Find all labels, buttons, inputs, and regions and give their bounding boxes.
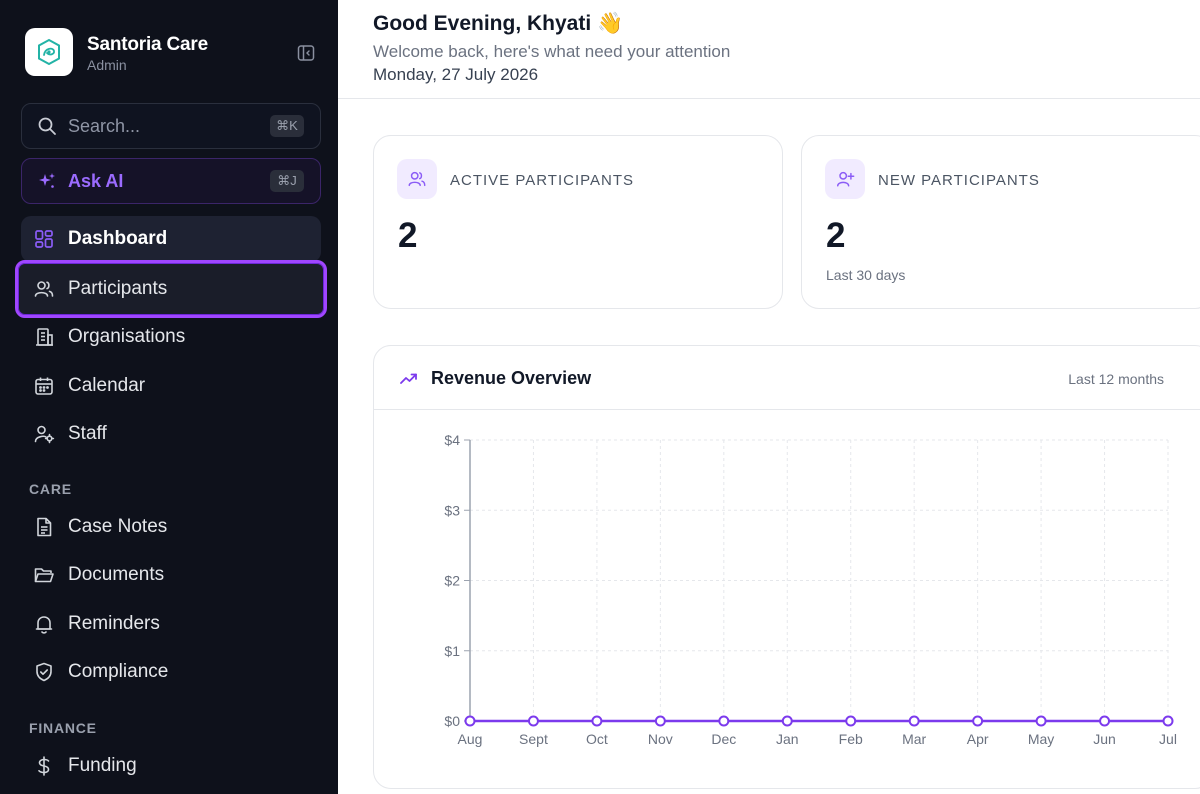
new-participants-card: NEW PARTICIPANTS 2 Last 30 days — [801, 135, 1200, 309]
search-placeholder: Search... — [68, 115, 141, 136]
section-label-care: CARE — [29, 481, 72, 497]
sidebar-item-documents[interactable]: Documents — [21, 552, 321, 598]
ask-ai-label: Ask AI — [68, 170, 124, 191]
sidebar-item-staff[interactable]: Staff — [21, 411, 321, 457]
y-tick-label: $4 — [444, 432, 460, 448]
sidebar-item-participants[interactable]: Participants — [15, 260, 327, 318]
x-tick-label: Sept — [519, 731, 548, 747]
x-tick-label: Jun — [1093, 731, 1116, 747]
y-tick-label: $2 — [444, 573, 460, 589]
data-point — [781, 715, 793, 727]
search-icon — [36, 115, 58, 137]
page-header: Good Evening, Khyati 👋 Welcome back, her… — [338, 0, 1200, 99]
search-shortcut: ⌘K — [270, 115, 304, 137]
ask-ai-button[interactable]: Ask AI ⌘J — [21, 158, 321, 204]
x-tick-label: Mar — [902, 731, 926, 747]
sidebar-item-calendar[interactable]: Calendar — [21, 363, 321, 409]
section-label-finance: FINANCE — [29, 720, 97, 736]
stat-value: 2 — [398, 216, 418, 255]
stat-title: ACTIVE PARTICIPANTS — [450, 172, 635, 189]
page-subtitle: Welcome back, here's what need your atte… — [373, 42, 731, 61]
brand-role: Admin — [87, 57, 127, 73]
sidebar-item-label: Organisations — [68, 326, 186, 347]
sidebar-item-reminders[interactable]: Reminders — [21, 601, 321, 647]
brand-name: Santoria Care — [87, 34, 208, 55]
stat-subtitle: Last 30 days — [826, 267, 906, 283]
data-point — [591, 715, 603, 727]
search-input[interactable]: Search... ⌘K — [21, 103, 321, 149]
sidebar-item-case-notes[interactable]: Case Notes — [21, 504, 321, 550]
chart-title: Revenue Overview — [431, 368, 592, 388]
dashboard-icon — [33, 228, 55, 250]
sidebar-item-label: Staff — [68, 423, 107, 444]
building-icon — [33, 326, 55, 348]
x-tick-label: Jul — [1159, 731, 1177, 747]
data-point — [527, 715, 539, 727]
y-tick-label: $1 — [444, 643, 460, 659]
sidebar-item-label: Documents — [68, 564, 165, 585]
greeting-text: Good Evening, Khyati — [373, 12, 592, 35]
trending-up-icon — [398, 368, 420, 390]
sidebar-item-compliance[interactable]: Compliance — [21, 649, 321, 695]
folder-icon — [33, 564, 55, 586]
greeting: Good Evening, Khyati 👋 — [373, 12, 623, 36]
data-point — [845, 715, 857, 727]
x-tick-label: Oct — [586, 731, 608, 747]
sidebar-item-label: Participants — [68, 278, 168, 299]
data-point — [1099, 715, 1111, 727]
bell-icon — [33, 613, 55, 635]
sidebar-item-funding[interactable]: Funding — [21, 743, 321, 789]
shield-check-icon — [33, 661, 55, 683]
stat-title: NEW PARTICIPANTS — [878, 172, 1040, 189]
data-point — [654, 715, 666, 727]
sidebar-item-organisations[interactable]: Organisations — [21, 314, 321, 360]
users-icon — [33, 278, 55, 300]
x-tick-label: Feb — [839, 731, 863, 747]
file-text-icon — [33, 516, 55, 538]
data-point — [464, 715, 476, 727]
brand: Santoria Care Admin — [25, 28, 321, 78]
revenue-line-chart: $0 $1 $2 $3 $4 Aug Sept Oct Nov Dec Jan Feb Mar Apr Ma… — [444, 432, 1177, 747]
y-tick-label: $3 — [444, 502, 460, 518]
data-point — [1035, 715, 1047, 727]
wave-emoji: 👋 — [597, 12, 624, 35]
sidebar-item-label: Calendar — [68, 375, 146, 396]
sidebar-item-label: Compliance — [68, 661, 169, 682]
x-tick-label: Nov — [648, 731, 673, 747]
sidebar-collapse-icon[interactable] — [295, 42, 317, 64]
sidebar-item-label: Funding — [68, 755, 137, 776]
x-tick-label: Aug — [458, 731, 483, 747]
chart-range: Last 12 months — [1068, 371, 1164, 387]
active-participants-card: ACTIVE PARTICIPANTS 2 — [373, 135, 783, 309]
data-point — [718, 715, 730, 727]
y-tick-label: $0 — [444, 713, 460, 729]
sidebar-item-label: Case Notes — [68, 516, 168, 537]
sidebar-item-label: Dashboard — [68, 228, 168, 249]
x-tick-label: Jan — [776, 731, 799, 747]
sidebar-item-dashboard[interactable]: Dashboard — [21, 216, 321, 262]
data-point — [908, 715, 920, 727]
data-point — [1162, 715, 1174, 727]
current-date: Monday, 27 July 2026 — [373, 65, 539, 84]
x-tick-label: May — [1028, 731, 1054, 747]
x-tick-label: Dec — [711, 731, 736, 747]
staff-icon — [33, 423, 55, 445]
user-plus-icon — [825, 159, 865, 199]
brand-logo — [25, 28, 73, 76]
calendar-icon — [33, 375, 55, 397]
x-tick-label: Apr — [967, 731, 989, 747]
revenue-overview-card: Revenue Overview Last 12 months $0 $1 $2 $3… — [373, 345, 1200, 789]
users-icon — [397, 159, 437, 199]
sparkles-icon — [36, 170, 58, 192]
sidebar-item-label: Reminders — [68, 613, 160, 634]
stat-value: 2 — [826, 216, 846, 255]
dollar-icon — [33, 755, 55, 777]
sidebar: Santoria Care Admin Search... ⌘K Ask AI … — [0, 0, 338, 794]
chart-header: Revenue Overview Last 12 months — [374, 346, 1200, 410]
ask-ai-shortcut: ⌘J — [270, 170, 304, 192]
data-point — [972, 715, 984, 727]
